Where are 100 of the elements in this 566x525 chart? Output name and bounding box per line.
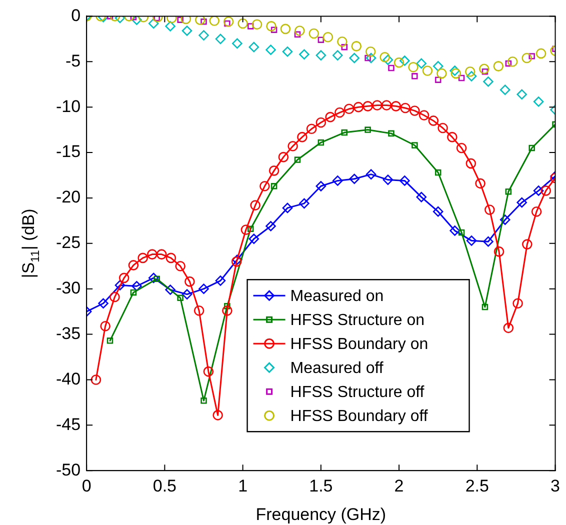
- point: [266, 21, 276, 32]
- point: [282, 46, 293, 57]
- point: [422, 66, 433, 76]
- point: [306, 124, 317, 134]
- point: [294, 26, 305, 36]
- point: [458, 74, 465, 82]
- point: [260, 180, 270, 192]
- legend-label: HFSS Boundary off: [290, 408, 428, 426]
- point: [381, 100, 392, 110]
- point: [500, 84, 510, 95]
- point: [438, 122, 448, 134]
- point: [483, 76, 494, 87]
- point: [351, 41, 362, 52]
- point: [282, 202, 293, 214]
- point: [128, 260, 139, 270]
- point: [341, 44, 348, 50]
- x-tick-label: 2: [394, 476, 404, 496]
- point: [316, 50, 326, 60]
- point: [528, 144, 535, 152]
- point: [288, 141, 298, 152]
- point: [362, 101, 373, 112]
- point: [450, 66, 460, 76]
- point: [334, 107, 345, 118]
- point: [318, 36, 324, 43]
- point: [344, 104, 354, 114]
- legend-label: Measured on: [290, 288, 384, 306]
- point: [182, 26, 192, 36]
- point: [215, 34, 226, 44]
- legend-label: Measured off: [290, 360, 384, 378]
- point: [268, 166, 280, 176]
- point: [380, 52, 390, 62]
- point: [165, 284, 176, 295]
- point: [200, 18, 207, 25]
- x-tick-label: 2.5: [465, 476, 489, 496]
- point: [154, 16, 160, 22]
- y-tick-label: -5: [65, 51, 81, 70]
- point: [332, 50, 343, 60]
- point: [224, 302, 230, 310]
- point: [203, 366, 214, 377]
- point: [294, 156, 301, 163]
- point: [156, 249, 167, 260]
- point: [505, 60, 512, 67]
- legend-label: HFSS Structure off: [290, 384, 425, 402]
- point: [412, 142, 418, 148]
- point: [533, 186, 544, 196]
- y-tick-label: -10: [56, 96, 81, 116]
- point: [130, 289, 137, 296]
- x-tick-label: 1.5: [309, 476, 333, 496]
- point: [483, 236, 494, 247]
- point: [494, 246, 504, 257]
- point: [516, 197, 527, 208]
- point: [248, 234, 260, 244]
- point: [475, 178, 486, 189]
- point: [247, 23, 254, 30]
- point: [177, 16, 184, 23]
- point: [182, 289, 192, 300]
- point: [428, 116, 439, 126]
- point: [341, 129, 348, 136]
- point: [447, 132, 458, 142]
- point: [110, 292, 120, 302]
- point: [212, 410, 223, 420]
- point: [195, 16, 206, 25]
- point: [507, 56, 518, 67]
- point: [390, 101, 402, 112]
- point: [466, 158, 476, 169]
- y-tick-label: -40: [56, 369, 81, 388]
- point: [318, 139, 324, 146]
- point: [148, 18, 159, 29]
- point: [432, 61, 444, 72]
- point: [500, 214, 510, 225]
- point: [528, 53, 535, 60]
- point: [522, 239, 532, 250]
- point: [349, 52, 360, 64]
- y-tick-label: -25: [56, 233, 81, 252]
- point: [222, 306, 232, 316]
- point: [353, 102, 364, 112]
- point: [247, 226, 254, 232]
- point: [410, 106, 420, 116]
- point: [132, 280, 142, 292]
- point: [147, 249, 158, 260]
- point: [198, 284, 209, 294]
- point: [106, 338, 114, 344]
- point: [132, 16, 142, 25]
- point: [297, 132, 308, 142]
- x-axis-title: Frequency (GHz): [256, 505, 386, 524]
- point: [114, 280, 126, 290]
- y-tick-label: -15: [56, 142, 81, 162]
- y-axis-title: |S11| (dB): [19, 208, 42, 278]
- point: [223, 16, 234, 27]
- point: [100, 320, 110, 332]
- point: [540, 186, 552, 196]
- y-tick-label: -20: [56, 188, 81, 207]
- point: [148, 272, 159, 284]
- point: [299, 198, 310, 209]
- point: [194, 306, 204, 316]
- point: [349, 174, 360, 184]
- y-tick-label: -50: [56, 460, 81, 480]
- point: [493, 61, 504, 72]
- point: [280, 24, 291, 34]
- point: [516, 89, 527, 100]
